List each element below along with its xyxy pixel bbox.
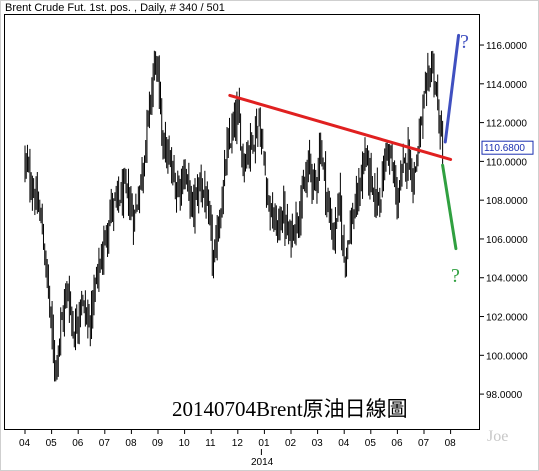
x-tick-label: 05 [365,438,377,449]
y-tick-label: 114.0000 [486,80,527,91]
y-tick-label: 102.0000 [486,313,528,324]
x-tick-label: 11 [205,438,216,449]
x-tick-label: 01 [258,438,270,449]
watermark: Joe [487,428,508,445]
x-tick-label: 08 [445,438,457,449]
x-tick-label: 06 [72,438,84,449]
x-tick-label: 08 [125,438,137,449]
y-tick-label: 110.0000 [486,157,527,168]
x-tick-label: 04 [19,438,31,449]
y-tick-label: 116.0000 [486,41,527,52]
price-bars [24,50,444,382]
x-tick-label: 10 [179,438,191,449]
chart-title: Brent Crude Fut. 1st. pos. , Daily, # 34… [5,2,225,14]
y-tick-label: 108.0000 [486,196,528,207]
bullish-projection-line [443,33,461,144]
x-tick-label: 07 [99,438,111,449]
last-price-box [481,140,534,155]
chart-caption: 20140704Brent原油日線圖 [172,397,408,421]
downside-question-mark: ? [451,265,460,287]
upside-question-mark: ? [460,31,469,53]
y-axis: 98.0000 100.0000 102.0000 104.0000 106.0000 1… [479,41,528,401]
x-tick-label: 06 [391,438,403,449]
y-tick-label: 100.0000 [486,351,528,362]
bearish-projection-line [441,163,458,251]
x-axis: 04 05 06 07 08 09 10 11 12 01 02 03 04 05 06 07 08 [19,429,456,455]
x-tick-label: 12 [232,438,244,449]
last-price-marker: 110.6800 [481,140,534,155]
x-tick-label: 02 [285,438,297,449]
y-tick-label: 112.0000 [486,119,527,130]
y-tick-label: 98.0000 [486,390,523,401]
last-price-label: 110.6800 [484,143,525,154]
x-tick-label: 03 [312,438,324,449]
resistance-trendline [228,93,453,161]
y-tick-label: 106.0000 [486,235,528,246]
x-tick-label: 05 [46,438,58,449]
annotation-lines [228,33,461,251]
y-tick-label: 104.0000 [486,274,528,285]
x-tick-label: 04 [338,438,350,449]
x-tick-label: 09 [152,438,164,449]
x-tick-label: 07 [418,438,430,449]
x-year-label: 2014 [251,457,274,468]
